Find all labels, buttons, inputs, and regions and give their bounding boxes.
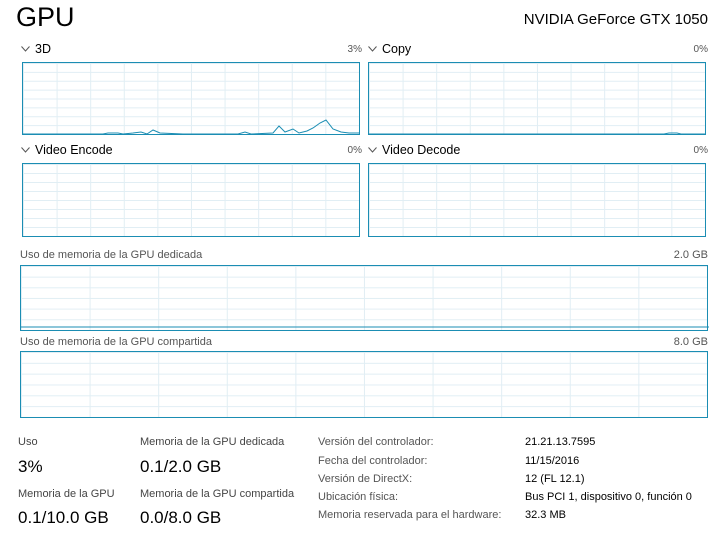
detail-driver-version-value: 21.21.13.7595 — [525, 436, 596, 448]
stat-gpu-memory-label: Memoria de la GPU — [18, 488, 115, 500]
detail-directx-version-label: Versión de DirectX: — [318, 473, 413, 485]
detail-driver-date-value: 11/15/2016 — [525, 455, 580, 467]
dedicated-memory-line — [21, 326, 709, 328]
stat-usage-value: 3% — [18, 457, 43, 476]
engine-selector-3d[interactable]: 3D — [21, 42, 51, 56]
engine-label: Video Encode — [35, 143, 113, 157]
stat-usage-label: Uso — [18, 436, 38, 448]
page-title: GPU — [16, 2, 75, 32]
engine-label: Video Decode — [382, 143, 461, 157]
dedicated-memory-graph-label: Uso de memoria de la GPU dedicada — [20, 249, 203, 261]
chevron-down-icon — [21, 147, 30, 153]
engine-label: Copy — [382, 42, 412, 56]
detail-directx-version-value: 12 (FL 12.1) — [525, 473, 585, 485]
engine-selector-video-decode[interactable]: Video Decode — [368, 143, 460, 157]
engine-percent: 3% — [347, 44, 362, 55]
3d-usage-line — [23, 119, 360, 135]
chevron-down-icon — [368, 46, 377, 52]
detail-physical-location-label: Ubicación física: — [318, 491, 399, 503]
graph-shared-memory — [20, 351, 708, 418]
engine-selector-copy[interactable]: Copy — [368, 42, 411, 56]
graph-video-decode — [368, 163, 706, 237]
engine-percent: 0% — [693, 145, 708, 156]
engine-percent: 0% — [347, 145, 362, 156]
stat-shared-memory-label: Memoria de la GPU compartida — [140, 488, 295, 500]
detail-driver-version-label: Versión del controlador: — [318, 436, 434, 448]
detail-driver-date-label: Fecha del controlador: — [318, 455, 428, 467]
graph-copy — [368, 62, 706, 135]
shared-memory-graph-label: Uso de memoria de la GPU compartida — [20, 336, 212, 348]
chevron-down-icon — [368, 147, 377, 153]
shared-memory-graph-max: 8.0 GB — [673, 336, 708, 348]
graph-3d — [22, 62, 360, 135]
graph-dedicated-memory — [20, 265, 709, 331]
graph-video-encode — [22, 163, 360, 237]
detail-hardware-reserved-memory-label: Memoria reservada para el hardware: — [318, 509, 502, 521]
detail-physical-location-value: Bus PCI 1, dispositivo 0, función 0 — [525, 491, 692, 503]
dedicated-memory-graph-max: 2.0 GB — [673, 249, 708, 261]
engine-label: 3D — [35, 42, 51, 56]
chevron-down-icon — [21, 46, 30, 52]
engine-selector-video-encode[interactable]: Video Encode — [21, 143, 113, 157]
stat-gpu-memory-value: 0.1/10.0 GB — [18, 508, 109, 527]
stat-shared-memory-value: 0.0/8.0 GB — [140, 508, 222, 527]
stat-dedicated-memory-label: Memoria de la GPU dedicada — [140, 436, 285, 448]
gpu-model-name: NVIDIA GeForce GTX 1050 — [523, 11, 708, 28]
stat-dedicated-memory-value: 0.1/2.0 GB — [140, 457, 222, 476]
engine-percent: 0% — [693, 44, 708, 55]
detail-hardware-reserved-memory-value: 32.3 MB — [525, 509, 566, 521]
copy-usage-line — [369, 132, 706, 135]
